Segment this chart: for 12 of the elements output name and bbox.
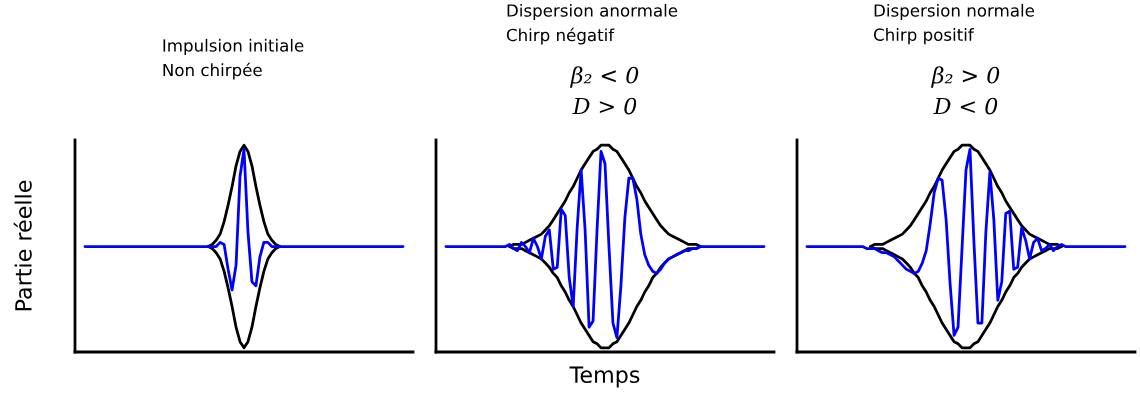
chart-title: Impulsion initiale <box>163 38 304 55</box>
text: D > 0 <box>572 97 637 115</box>
text: D < 0 <box>933 97 998 115</box>
chart-title: Dispersion anormale <box>507 3 678 21</box>
chart-subtitle: Chirp positif <box>873 28 975 45</box>
x-axis-title: Temps <box>569 366 640 388</box>
text: β₂ > 0 <box>930 66 1000 88</box>
chart-title: Dispersion normale <box>874 3 1035 21</box>
text: β₂ < 0 <box>569 66 639 88</box>
chart-subtitle: Chirp négatif <box>506 27 615 45</box>
y-axis-title: Partie réelle <box>13 180 32 311</box>
chart-subtitle: Non chirpée <box>163 62 262 80</box>
